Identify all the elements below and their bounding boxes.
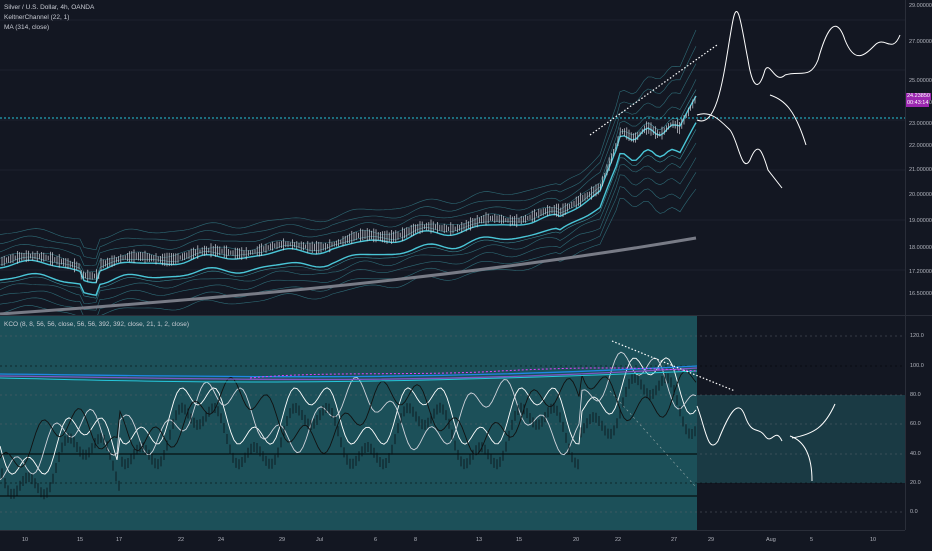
forecast-drawing-up xyxy=(696,11,786,122)
keltner-band xyxy=(0,129,697,299)
symbol-title[interactable]: Silver / U.S. Dollar, 4h, OANDA xyxy=(4,4,95,11)
price-axis[interactable]: 29.0000027.0000025.0000024.0000023.00000… xyxy=(905,0,932,315)
price-tick-label: 17.20000 xyxy=(909,269,932,275)
osc-trend-line xyxy=(611,340,736,392)
price-tick-label: 29.00000 xyxy=(909,3,932,9)
osc-tick-label: 120.0 xyxy=(910,333,924,339)
chart-legend: Silver / U.S. Dollar, 4h, OANDA KeltnerC… xyxy=(4,3,94,33)
trend-line xyxy=(589,44,718,136)
oscillator-line xyxy=(0,370,697,468)
forecast-drawing-down xyxy=(696,113,783,189)
forecast-drawing-high xyxy=(784,25,901,76)
oscillator-axis[interactable]: 120.0 100.0 80.0 60.0 40.0 20.0 0.0 xyxy=(905,316,932,530)
time-tick-label: 20 xyxy=(573,537,580,543)
countdown-badge: 00:43:14 xyxy=(906,100,930,107)
time-tick-label: 27 xyxy=(671,537,678,543)
upper-band-magenta xyxy=(249,367,698,379)
time-tick-label: 10 xyxy=(870,537,877,543)
upper-band-blue xyxy=(0,365,698,378)
oscillator-line xyxy=(0,357,697,475)
price-tick-label: 22.00000 xyxy=(909,143,932,149)
current-price-badge: 24.23850 xyxy=(906,93,931,100)
oscillator-fill-right xyxy=(697,395,905,483)
keltner-band xyxy=(0,142,697,304)
keltner-band xyxy=(0,46,697,259)
osc-tick-label: 20.0 xyxy=(910,480,921,486)
osc-tick-label: 60.0 xyxy=(910,421,921,427)
keltner-band xyxy=(0,172,697,315)
osc-tick-label: 40.0 xyxy=(910,451,921,457)
time-tick-label: 22 xyxy=(178,537,185,543)
price-tick-label: 25.00000 xyxy=(909,78,932,84)
osc-forecast-drawing xyxy=(696,405,783,446)
keltner-legend[interactable]: KeltnerChannel (22, 1) xyxy=(4,14,70,21)
moving-average-line xyxy=(0,236,697,315)
forecast-drawing-mid xyxy=(769,94,807,146)
oscillator-chart[interactable] xyxy=(0,316,905,530)
time-tick-label: 22 xyxy=(615,537,622,543)
price-tick-label: 23.00000 xyxy=(909,121,932,127)
time-axis[interactable]: 10 15 17 22 24 29 Jul 6 8 13 15 20 22 27 29 Aug 5 10 xyxy=(0,530,905,551)
oscillator-legend[interactable]: KCO (8, 8, 56, 56, close, 56, 56, 392, 3… xyxy=(4,321,189,328)
price-chart-pane[interactable] xyxy=(0,0,905,315)
osc-tick-label: 0.0 xyxy=(910,509,918,515)
keltner-band xyxy=(0,95,697,284)
upper-band-purple xyxy=(0,367,698,381)
time-tick-label: 15 xyxy=(77,537,84,543)
price-tick-label: 16.50000 xyxy=(909,291,932,297)
upper-band-cyan xyxy=(0,370,698,383)
time-tick-label: 15 xyxy=(516,537,523,543)
time-tick-label: 5 xyxy=(810,537,814,543)
time-tick-label: 10 xyxy=(22,537,29,543)
ma-legend[interactable]: MA (314, close) xyxy=(4,24,50,31)
time-tick-label: 29 xyxy=(708,537,715,543)
keltner-band xyxy=(0,122,697,296)
time-tick-label: 6 xyxy=(374,537,378,543)
oscillator-fill-left xyxy=(0,316,697,530)
keltner-band xyxy=(0,79,697,273)
oscillator-line xyxy=(0,351,697,481)
osc-tick-label: 100.0 xyxy=(910,363,924,369)
pane-divider[interactable] xyxy=(0,315,932,316)
price-tick-label: 21.00000 xyxy=(909,167,932,173)
time-tick-label: 13 xyxy=(476,537,483,543)
price-tick-label: 19.00000 xyxy=(909,218,932,224)
time-tick-label: 29 xyxy=(279,537,286,543)
price-tick-label: 27.00000 xyxy=(909,39,932,45)
osc-forecast-up xyxy=(791,403,836,439)
time-tick-label: Jul xyxy=(316,537,324,543)
osc-tick-label: 80.0 xyxy=(910,392,921,398)
time-tick-label: 17 xyxy=(116,537,123,543)
osc-support-line xyxy=(609,390,696,487)
price-chart[interactable] xyxy=(0,0,905,315)
oscillator-pane[interactable] xyxy=(0,316,905,530)
time-tick-label: 24 xyxy=(218,537,225,543)
keltner-band xyxy=(0,89,697,280)
price-tick-label: 20.00000 xyxy=(909,192,932,198)
keltner-band xyxy=(0,157,697,311)
keltner-band xyxy=(0,188,697,315)
time-tick-label: 8 xyxy=(414,537,418,543)
keltner-band xyxy=(0,29,697,251)
time-tick-label: Aug xyxy=(766,537,776,543)
price-tick-label: 18.00000 xyxy=(909,245,932,251)
keltner-band xyxy=(0,63,697,267)
